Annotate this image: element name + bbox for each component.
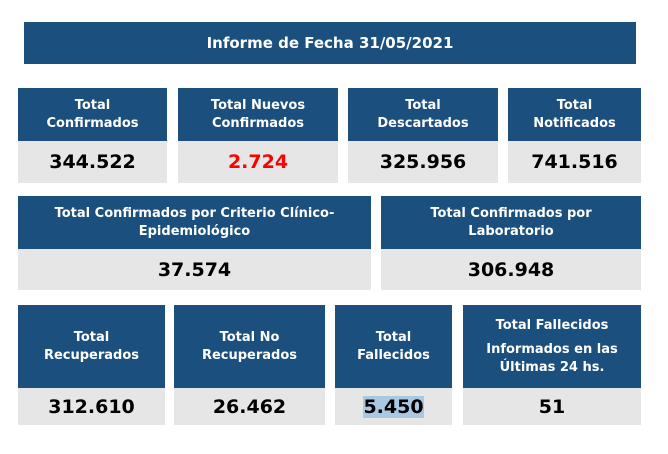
card-value: 306.948 — [467, 258, 555, 281]
title-bar: Informe de Fecha 31/05/2021 — [24, 22, 636, 64]
card-header: Total Confirmados — [18, 88, 167, 141]
card-value: 51 — [538, 395, 566, 418]
card-value: 37.574 — [157, 258, 232, 281]
card-header: Total Descartados — [348, 88, 498, 141]
card-label: Notificados — [533, 115, 616, 131]
card-label: Laboratorio — [468, 223, 554, 239]
card-header: Total Fallecidos — [335, 305, 452, 388]
card-label: Total — [73, 329, 110, 345]
card-header: Total Notificados — [508, 88, 641, 141]
card-header: Total Recuperados — [18, 305, 165, 388]
card-value: 344.522 — [49, 151, 136, 173]
card-value: 741.516 — [531, 151, 618, 173]
card-label: Descartados — [377, 115, 469, 131]
card-label: Total — [74, 97, 111, 113]
card-value-box: 26.462 — [174, 388, 325, 425]
stat-card: Total No Recuperados 26.462 — [174, 305, 325, 425]
card-value-box: 2.724 — [178, 141, 338, 183]
card-value-box: 344.522 — [18, 141, 167, 183]
card-label: Recuperados — [201, 347, 298, 363]
card-value-box: 741.516 — [508, 141, 641, 183]
card-label: Confirmados — [46, 115, 139, 131]
stat-card: Total Notificados 741.516 — [508, 88, 641, 183]
card-value: 325.956 — [379, 151, 467, 173]
card-value-box: 51 — [463, 388, 641, 425]
card-label: Fallecidos — [357, 347, 430, 363]
card-header: Total No Recuperados — [174, 305, 325, 388]
card-label: Recuperados — [43, 347, 140, 363]
card-label: Total Confirmados por Criterio Clínico- — [54, 205, 335, 221]
stat-card: Total Descartados 325.956 — [348, 88, 498, 183]
card-label: Últimas 24 hs. — [499, 360, 605, 375]
title: Informe de Fecha 31/05/2021 — [206, 34, 454, 52]
card-value-box: 306.948 — [381, 249, 641, 290]
card-header: Total Fallecidos Informados en las Últimas… — [463, 305, 641, 388]
card-label: Total Fallecidos — [495, 318, 609, 333]
card-value-box: 5.450 — [335, 388, 452, 425]
stat-card: Total Confirmados por Criterio Clínico- E… — [18, 196, 371, 290]
card-value: 5.450 — [363, 395, 424, 418]
card-value-box: 325.956 — [348, 141, 498, 183]
card-value-box: 37.574 — [18, 249, 371, 290]
card-label: Confirmados — [211, 115, 305, 131]
stat-card: Total Fallecidos Informados en las Últimas… — [463, 305, 641, 425]
card-header: Total Nuevos Confirmados — [178, 88, 338, 141]
card-value: 2.724 — [227, 151, 289, 173]
card-value: 26.462 — [212, 395, 287, 418]
stat-card: Total Nuevos Confirmados 2.724 — [178, 88, 338, 183]
card-label: Total Confirmados por — [430, 205, 592, 221]
stat-card: Total Confirmados por Laboratorio 306.948 — [381, 196, 641, 290]
stat-card: Total Fallecidos 5.450 — [335, 305, 452, 425]
stat-card: Total Recuperados 312.610 — [18, 305, 165, 425]
card-label: Epidemiológico — [138, 223, 251, 239]
card-header: Total Confirmados por Criterio Clínico- E… — [18, 196, 371, 249]
card-label: Total No — [219, 329, 280, 345]
stat-card: Total Confirmados 344.522 — [18, 88, 167, 183]
card-label: Total — [405, 97, 441, 113]
card-value-box: 312.610 — [18, 388, 165, 425]
card-header: Total Confirmados por Laboratorio — [381, 196, 641, 249]
card-label: Total Nuevos — [210, 97, 306, 113]
card-label: Total — [556, 97, 593, 113]
card-label: Total — [375, 329, 412, 345]
card-label: Informados en las — [486, 342, 618, 357]
card-value: 312.610 — [48, 395, 135, 418]
